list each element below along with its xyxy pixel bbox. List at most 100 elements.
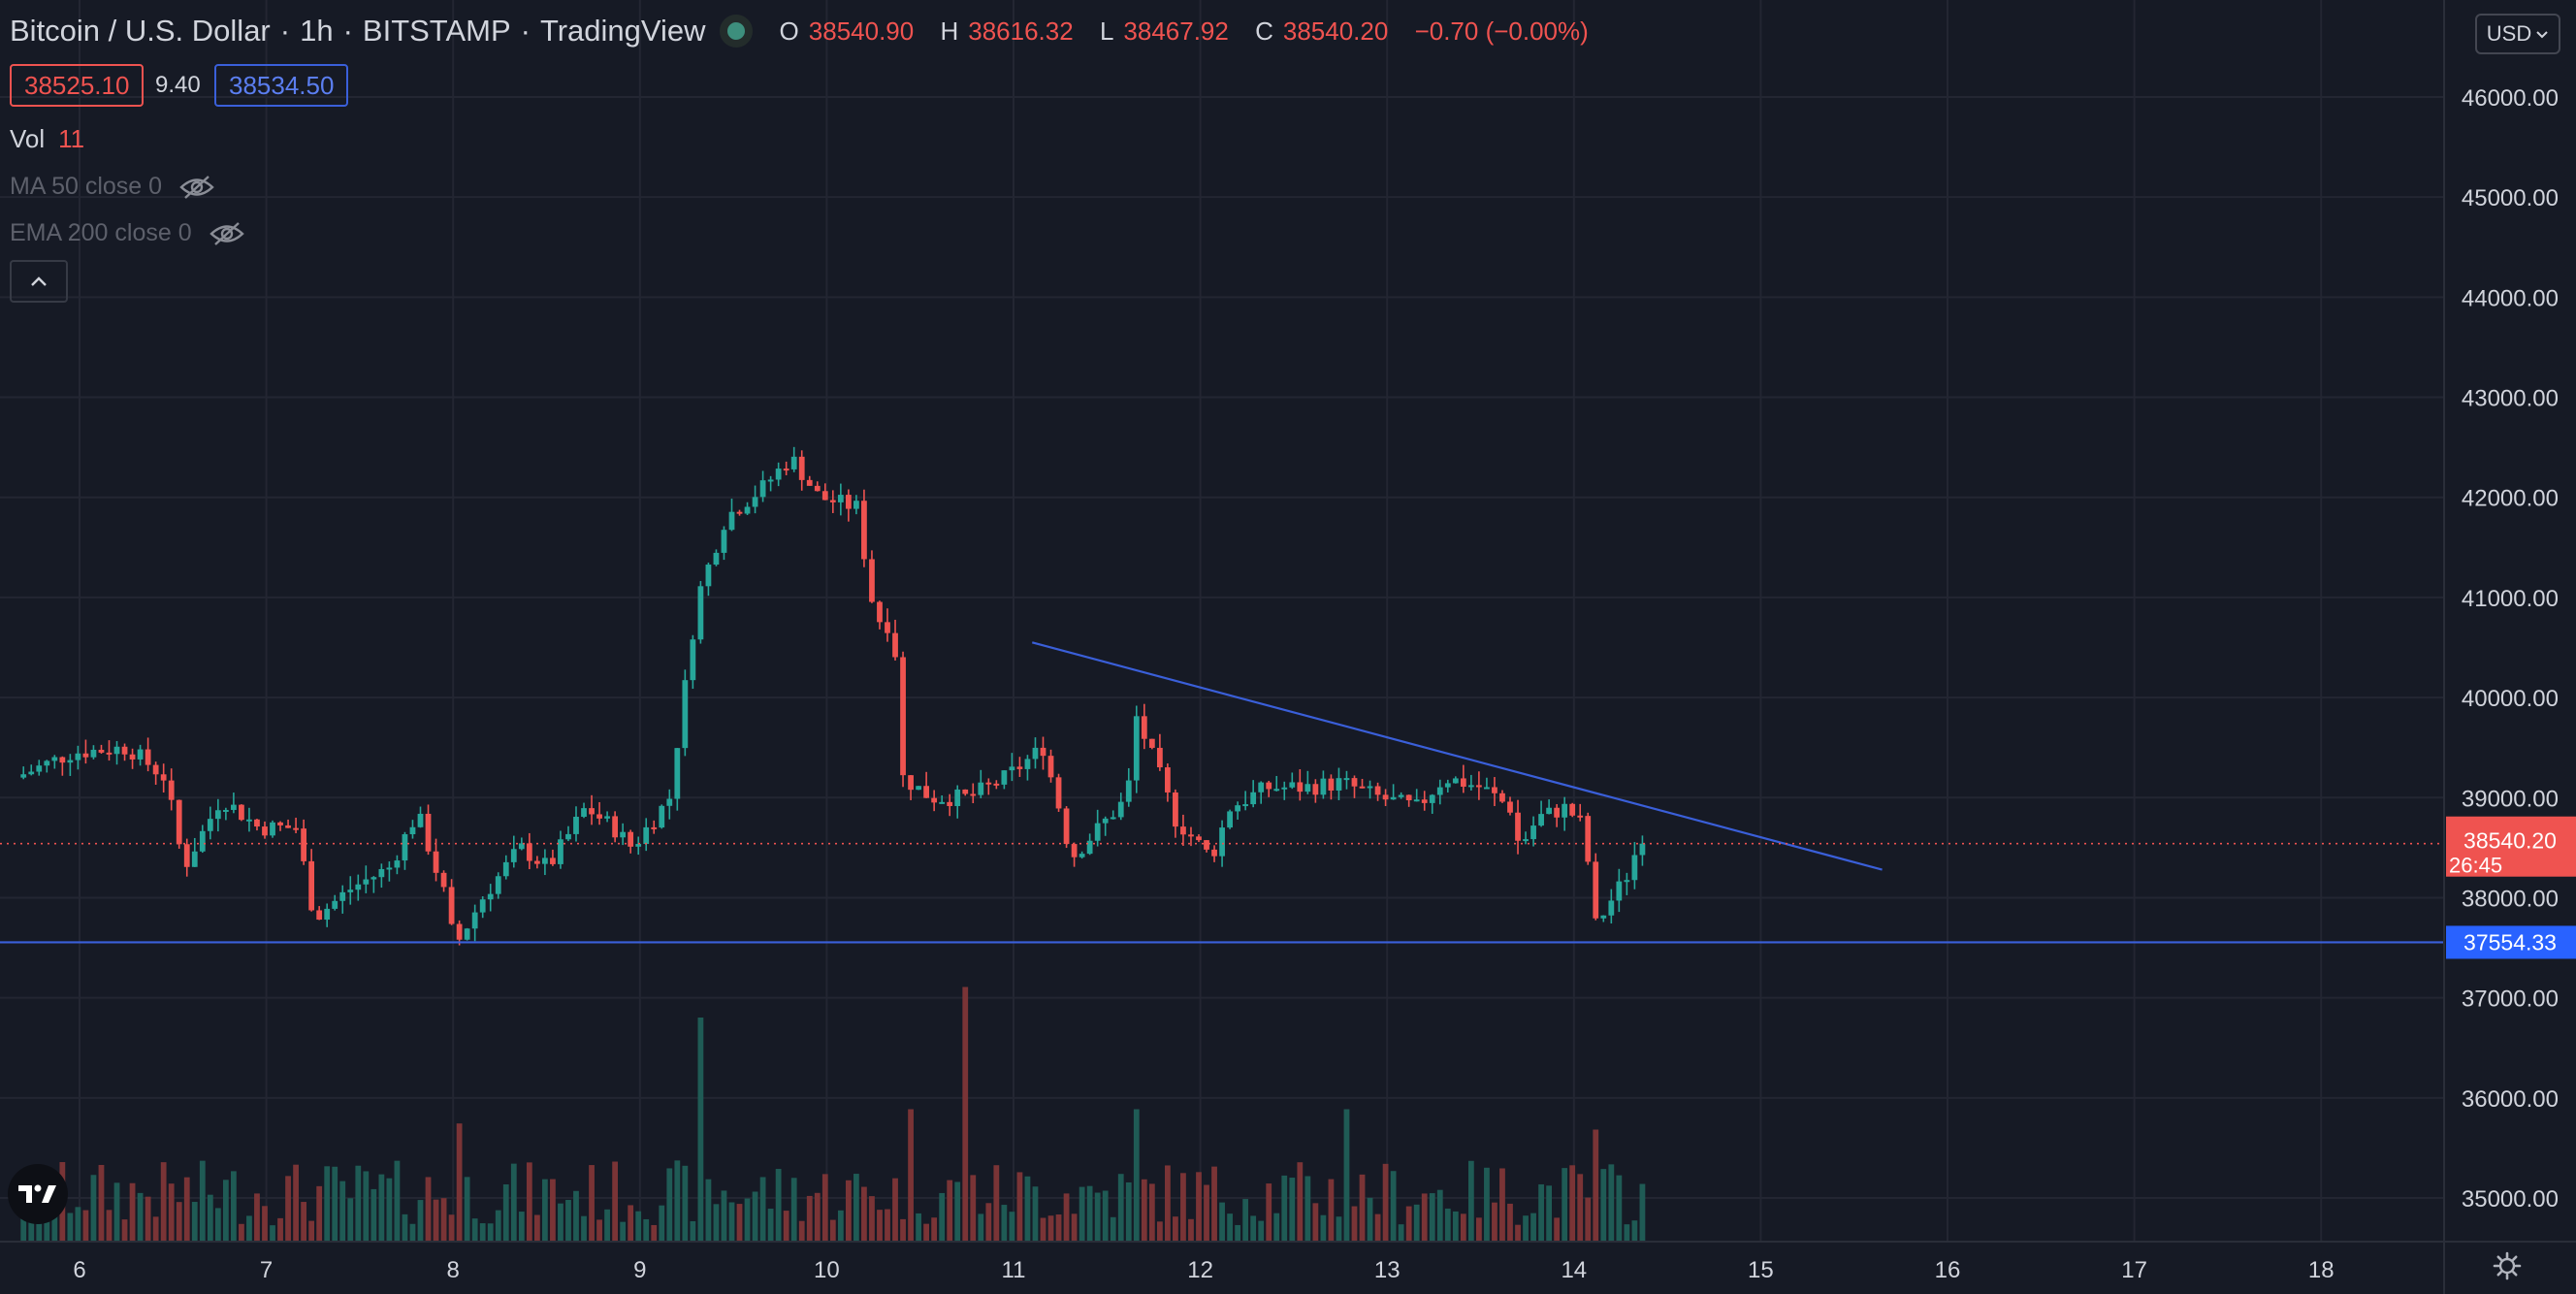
volume-bar bbox=[1523, 1215, 1529, 1242]
candle-body bbox=[207, 819, 213, 831]
candle-body bbox=[744, 506, 751, 514]
candle-body bbox=[697, 586, 704, 640]
volume-bar bbox=[1492, 1202, 1497, 1242]
currency-selector[interactable]: USD bbox=[2475, 14, 2560, 54]
candle-body bbox=[129, 754, 136, 760]
candle-body bbox=[448, 887, 455, 924]
candle-body bbox=[1460, 778, 1466, 788]
last-price-tag bbox=[2446, 816, 2576, 877]
volume-bar bbox=[1204, 1184, 1209, 1242]
candle-body bbox=[674, 748, 681, 799]
candle-body bbox=[145, 749, 151, 765]
candle-body bbox=[1608, 900, 1615, 916]
volume-bar bbox=[222, 1180, 229, 1242]
candle-body bbox=[752, 497, 758, 507]
candle-body bbox=[316, 910, 323, 921]
volume-bar bbox=[1639, 1183, 1646, 1242]
candle-body bbox=[1071, 844, 1078, 857]
candle-body bbox=[1429, 794, 1435, 803]
tradingview-logo[interactable] bbox=[8, 1164, 68, 1224]
price-tick-label: 42000.00 bbox=[2462, 486, 2559, 512]
interval-label: 1h bbox=[300, 14, 334, 48]
candle-body bbox=[67, 760, 74, 763]
candle-body bbox=[277, 822, 283, 825]
volume-bar bbox=[861, 1186, 867, 1242]
volume-bar bbox=[1530, 1213, 1536, 1242]
collapse-legend-button[interactable] bbox=[10, 260, 68, 303]
volume-bar bbox=[682, 1165, 689, 1242]
volume-bar bbox=[533, 1214, 540, 1242]
volume-bar bbox=[1211, 1166, 1217, 1242]
candle-body bbox=[806, 479, 813, 486]
volume-bar bbox=[339, 1181, 346, 1242]
volume-bar bbox=[604, 1209, 610, 1242]
volume-bar bbox=[877, 1210, 883, 1242]
volume-bar bbox=[20, 1209, 27, 1242]
candle-body bbox=[1125, 780, 1132, 802]
volume-bar bbox=[1390, 1171, 1397, 1242]
volume-bar bbox=[1600, 1169, 1607, 1242]
candle-body bbox=[363, 879, 370, 885]
candle-body bbox=[542, 857, 548, 864]
candle-body bbox=[978, 782, 984, 795]
volume-bar bbox=[1117, 1174, 1124, 1242]
countdown-timer: 26:45 bbox=[2449, 854, 2502, 878]
candle-body bbox=[1624, 880, 1630, 883]
volume-bar bbox=[1554, 1217, 1561, 1242]
indicator-ema200[interactable]: EMA 200 close 0 bbox=[10, 219, 244, 247]
volume-bar bbox=[1616, 1175, 1623, 1242]
candle-body bbox=[231, 804, 237, 810]
eye-off-icon[interactable] bbox=[179, 175, 214, 200]
volume-bar bbox=[1499, 1168, 1505, 1242]
candle-body bbox=[885, 622, 890, 633]
volume-bar bbox=[1250, 1215, 1257, 1242]
volume-bar bbox=[433, 1199, 439, 1242]
candle-body bbox=[355, 884, 362, 890]
volume-bar bbox=[1413, 1204, 1420, 1242]
volume-legend[interactable]: Vol 11 bbox=[10, 124, 84, 154]
volume-bar bbox=[1562, 1168, 1568, 1242]
candle-body bbox=[137, 749, 144, 760]
eye-off-icon[interactable] bbox=[209, 221, 244, 246]
volume-bar bbox=[355, 1165, 362, 1242]
volume-bar bbox=[75, 1207, 81, 1242]
candle-body bbox=[736, 511, 743, 514]
volume-bar bbox=[324, 1166, 331, 1242]
candle-body bbox=[1421, 799, 1428, 803]
candle-body bbox=[347, 890, 354, 892]
buy-price-button[interactable]: 38534.50 bbox=[214, 64, 349, 107]
candle-body bbox=[1094, 823, 1101, 841]
volume-bar bbox=[160, 1162, 167, 1242]
volume-bar bbox=[67, 1213, 74, 1242]
candle-body bbox=[861, 501, 867, 560]
volume-bar bbox=[1055, 1214, 1062, 1242]
volume-bar bbox=[44, 1210, 50, 1242]
candle-body bbox=[970, 793, 977, 796]
candle-body bbox=[798, 456, 805, 480]
volume-bar bbox=[885, 1209, 890, 1242]
sell-price-button[interactable]: 38525.10 bbox=[10, 64, 145, 107]
volume-bar bbox=[285, 1176, 291, 1242]
indicator-ma50[interactable]: MA 50 close 0 bbox=[10, 173, 214, 201]
volume-bar bbox=[1367, 1197, 1373, 1242]
candle-body bbox=[1616, 881, 1623, 901]
volume-bar bbox=[923, 1223, 930, 1242]
settings-gear-icon[interactable] bbox=[2493, 1251, 2522, 1285]
candle-body bbox=[643, 826, 650, 845]
time-tick-label: 9 bbox=[633, 1257, 646, 1283]
indicator-label: MA 50 close 0 bbox=[10, 173, 163, 200]
volume-bar bbox=[378, 1174, 385, 1242]
volume-bar bbox=[853, 1174, 859, 1242]
candle-body bbox=[526, 843, 532, 861]
horizontal-line-tag bbox=[2446, 925, 2576, 959]
candle-body bbox=[394, 860, 401, 868]
price-axis bbox=[2444, 0, 2576, 1294]
volume-bar bbox=[510, 1163, 517, 1242]
candle-body bbox=[1024, 759, 1031, 769]
symbol-legend[interactable]: Bitcoin / U.S. Dollar · 1h · BITSTAMP · … bbox=[10, 14, 1598, 49]
time-tick-label: 12 bbox=[1187, 1257, 1213, 1283]
candle-body bbox=[1405, 794, 1412, 801]
candle-body bbox=[402, 834, 408, 861]
market-status-icon[interactable] bbox=[719, 15, 753, 48]
